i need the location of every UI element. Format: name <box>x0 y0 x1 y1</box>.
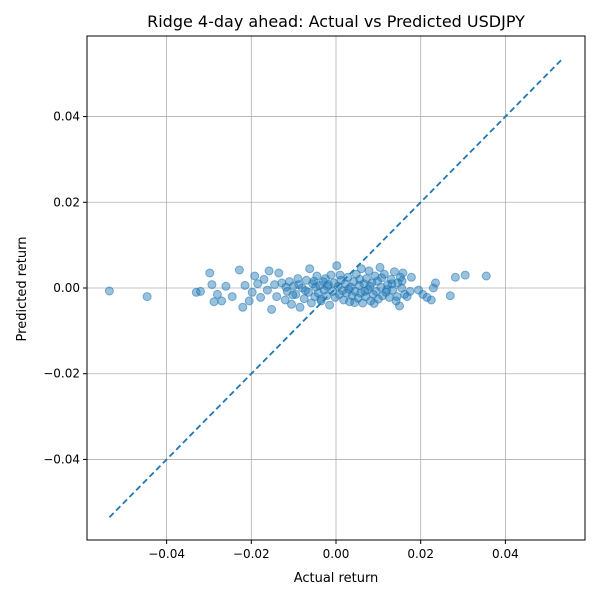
data-point <box>428 283 438 293</box>
data-point <box>238 302 248 312</box>
data-point <box>196 286 205 296</box>
data-point <box>398 268 408 278</box>
data-point <box>270 280 280 290</box>
data-point <box>294 280 304 290</box>
data-point <box>316 294 326 304</box>
data-point <box>406 272 416 282</box>
data-point <box>104 286 114 296</box>
data-point <box>288 290 298 300</box>
data-point <box>389 267 399 277</box>
data-point <box>247 287 257 297</box>
y-tick-label: 0.00 <box>53 281 80 295</box>
data-point <box>325 300 335 310</box>
x-tick-label: −0.02 <box>233 547 270 561</box>
data-point <box>332 261 342 271</box>
reference-line <box>108 58 564 518</box>
data-point <box>295 302 305 312</box>
data-point <box>312 271 322 281</box>
x-tick-label: −0.04 <box>148 547 185 561</box>
y-tick-label: 0.02 <box>53 195 80 209</box>
y-tick-label: −0.02 <box>43 367 80 381</box>
data-point <box>234 265 244 275</box>
data-point <box>267 304 277 314</box>
data-point <box>326 270 336 280</box>
data-point <box>207 280 217 290</box>
data-point <box>402 292 412 302</box>
data-point <box>256 292 266 302</box>
y-axis-label: Predicted return <box>15 237 30 342</box>
data-point <box>382 285 392 295</box>
data-point <box>375 262 385 272</box>
data-point <box>350 298 360 308</box>
data-point <box>259 274 269 284</box>
x-axis-ticks: −0.04 −0.02 0.00 0.02 0.04 <box>148 540 519 561</box>
data-point <box>422 292 432 302</box>
data-point <box>209 297 219 307</box>
data-points <box>104 261 491 314</box>
x-tick-label: 0.04 <box>492 547 519 561</box>
data-point <box>445 291 455 301</box>
data-point <box>217 296 227 306</box>
data-point <box>369 298 379 308</box>
data-point <box>253 279 263 289</box>
data-point <box>291 289 301 299</box>
data-point <box>264 266 274 276</box>
data-point <box>301 286 310 296</box>
data-point <box>370 271 380 281</box>
data-point <box>405 286 415 296</box>
x-axis-label: Actual return <box>294 571 379 586</box>
data-point <box>250 271 260 281</box>
reference-line-layer <box>108 58 564 518</box>
data-point <box>335 270 345 280</box>
y-axis-ticks: −0.04 −0.02 0.00 0.02 0.04 <box>43 110 87 466</box>
y-tick-label: 0.04 <box>53 110 80 124</box>
data-point <box>364 266 374 276</box>
data-point <box>450 272 460 282</box>
data-point <box>323 281 332 291</box>
data-point <box>365 281 375 291</box>
data-point <box>344 284 354 294</box>
data-point <box>142 292 152 302</box>
data-point <box>378 291 388 301</box>
data-point <box>397 276 407 286</box>
data-point <box>392 292 402 302</box>
y-tick-label: −0.04 <box>43 452 80 466</box>
data-point <box>240 280 250 290</box>
x-tick-label: 0.00 <box>323 547 350 561</box>
data-point <box>387 279 397 289</box>
x-tick-label: 0.02 <box>407 547 434 561</box>
data-point <box>274 268 284 278</box>
data-point <box>426 295 436 305</box>
data-point <box>227 292 237 302</box>
data-point <box>287 299 296 309</box>
data-point <box>460 270 470 280</box>
data-point <box>272 292 282 302</box>
data-point <box>305 264 315 274</box>
data-point <box>244 296 254 306</box>
data-point <box>309 276 319 286</box>
data-point <box>205 268 215 278</box>
chart-title: Ridge 4-day ahead: Actual vs Predicted U… <box>147 12 525 31</box>
data-point <box>262 285 272 295</box>
data-point <box>281 282 291 292</box>
data-point <box>431 278 440 288</box>
data-point <box>221 281 231 291</box>
data-point <box>481 271 491 281</box>
data-point <box>355 274 365 284</box>
data-point <box>377 273 387 283</box>
data-point <box>212 289 222 299</box>
data-point <box>395 301 404 311</box>
data-point <box>280 295 290 305</box>
